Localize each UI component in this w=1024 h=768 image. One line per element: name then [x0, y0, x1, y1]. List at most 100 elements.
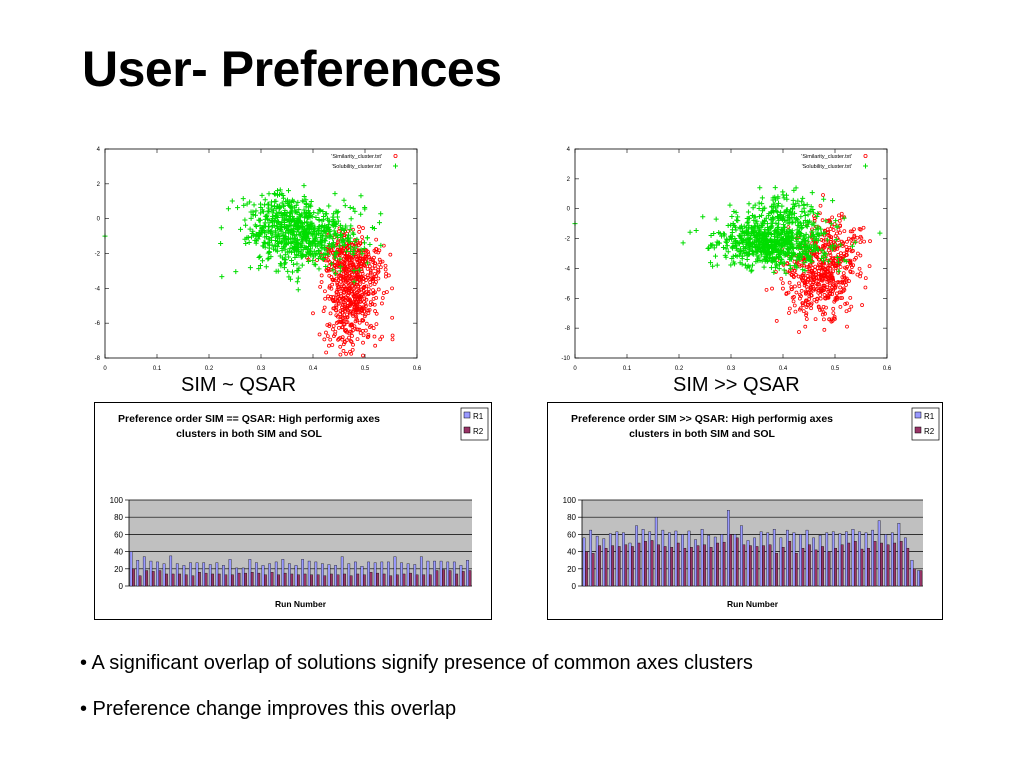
bar-r2	[585, 551, 588, 587]
plus-marker	[331, 211, 337, 217]
plus-marker	[218, 240, 224, 246]
bar-r1	[334, 565, 337, 587]
bar-r1	[189, 562, 192, 587]
plus-marker	[769, 209, 775, 215]
circle-marker	[383, 263, 388, 268]
plus-marker	[264, 234, 270, 240]
circle-marker	[816, 290, 821, 295]
circle-marker	[357, 224, 361, 229]
plus-marker	[376, 220, 382, 226]
bar-r1	[687, 530, 691, 587]
plus-marker	[801, 233, 807, 239]
circle-marker	[388, 252, 393, 257]
bar-r2	[231, 574, 234, 587]
circle-marker	[818, 273, 823, 278]
circle-marker	[357, 259, 361, 263]
plus-marker	[849, 243, 855, 249]
plus-marker	[257, 253, 263, 259]
bar-r2	[893, 542, 897, 587]
plus-marker	[316, 226, 322, 232]
plus-marker	[794, 216, 800, 222]
circle-marker	[341, 319, 346, 324]
bar-r2	[138, 575, 142, 587]
circle-marker	[325, 334, 330, 339]
bar-r1	[910, 560, 914, 587]
circle-marker	[345, 315, 350, 320]
bar-r2	[860, 548, 864, 587]
y-tick-label: 80	[567, 513, 576, 522]
circle-marker	[792, 303, 797, 308]
plus-marker	[729, 244, 735, 250]
plus-marker	[792, 210, 798, 216]
plus-marker	[772, 185, 778, 191]
plus-marker	[252, 222, 258, 228]
plus-marker	[805, 219, 811, 225]
circle-marker	[805, 265, 810, 270]
plus-marker	[244, 201, 250, 207]
plus-marker	[841, 215, 847, 221]
plus-marker	[313, 215, 319, 221]
plus-marker	[783, 239, 789, 245]
bar-r1	[281, 559, 285, 587]
circle-marker	[331, 327, 335, 332]
plus-marker	[247, 226, 253, 232]
circle-marker	[342, 322, 347, 327]
plus-marker	[788, 230, 794, 236]
plus-marker	[316, 240, 322, 246]
plus-marker	[265, 229, 271, 235]
circle-marker	[840, 279, 845, 284]
plus-marker	[774, 254, 780, 260]
plus-marker	[269, 213, 275, 219]
circle-marker	[841, 286, 846, 291]
plus-marker	[308, 212, 314, 218]
bar-r2	[376, 572, 379, 587]
circle-marker	[828, 291, 832, 296]
plus-marker	[833, 237, 839, 243]
plus-marker	[790, 206, 796, 212]
plus-marker	[308, 227, 314, 233]
circle-marker	[364, 284, 369, 289]
circle-marker	[315, 258, 319, 263]
plus-marker	[266, 255, 272, 261]
bar-r1	[446, 561, 450, 587]
circle-marker	[815, 282, 820, 287]
circle-marker	[809, 306, 813, 311]
circle-marker	[338, 273, 342, 277]
bar-r1	[288, 563, 291, 587]
plus-marker	[739, 256, 745, 262]
bar-r2	[151, 571, 155, 587]
circle-marker	[390, 286, 394, 291]
circle-marker	[338, 352, 343, 357]
circle-marker	[868, 239, 872, 244]
plus-marker	[240, 196, 246, 202]
circle-marker	[861, 225, 866, 230]
plus-marker	[332, 255, 338, 261]
plus-marker	[348, 216, 354, 222]
plus-marker	[728, 234, 734, 240]
bar-r1	[720, 534, 724, 587]
circle-marker	[359, 294, 363, 299]
circle-marker	[839, 211, 844, 216]
plus-marker	[776, 230, 782, 236]
plus-marker	[307, 250, 313, 256]
bar-r1	[208, 564, 212, 587]
plus-marker	[794, 217, 800, 223]
circle-marker	[793, 272, 798, 277]
bar-r2	[742, 544, 746, 587]
circle-marker	[360, 239, 365, 244]
bar-r2	[899, 541, 903, 587]
plus-marker	[316, 256, 322, 262]
plus-marker	[361, 246, 367, 252]
circle-marker	[357, 261, 362, 266]
circle-marker	[791, 299, 796, 304]
bar-r2	[270, 572, 274, 587]
circle-marker	[838, 265, 843, 269]
circle-marker	[337, 273, 341, 278]
bar-r1	[595, 535, 599, 587]
plus-marker	[813, 227, 819, 233]
plus-marker	[780, 227, 786, 233]
circle-marker	[360, 235, 364, 240]
plus-marker	[347, 227, 353, 233]
circle-marker	[326, 258, 331, 263]
circle-marker	[818, 286, 823, 291]
